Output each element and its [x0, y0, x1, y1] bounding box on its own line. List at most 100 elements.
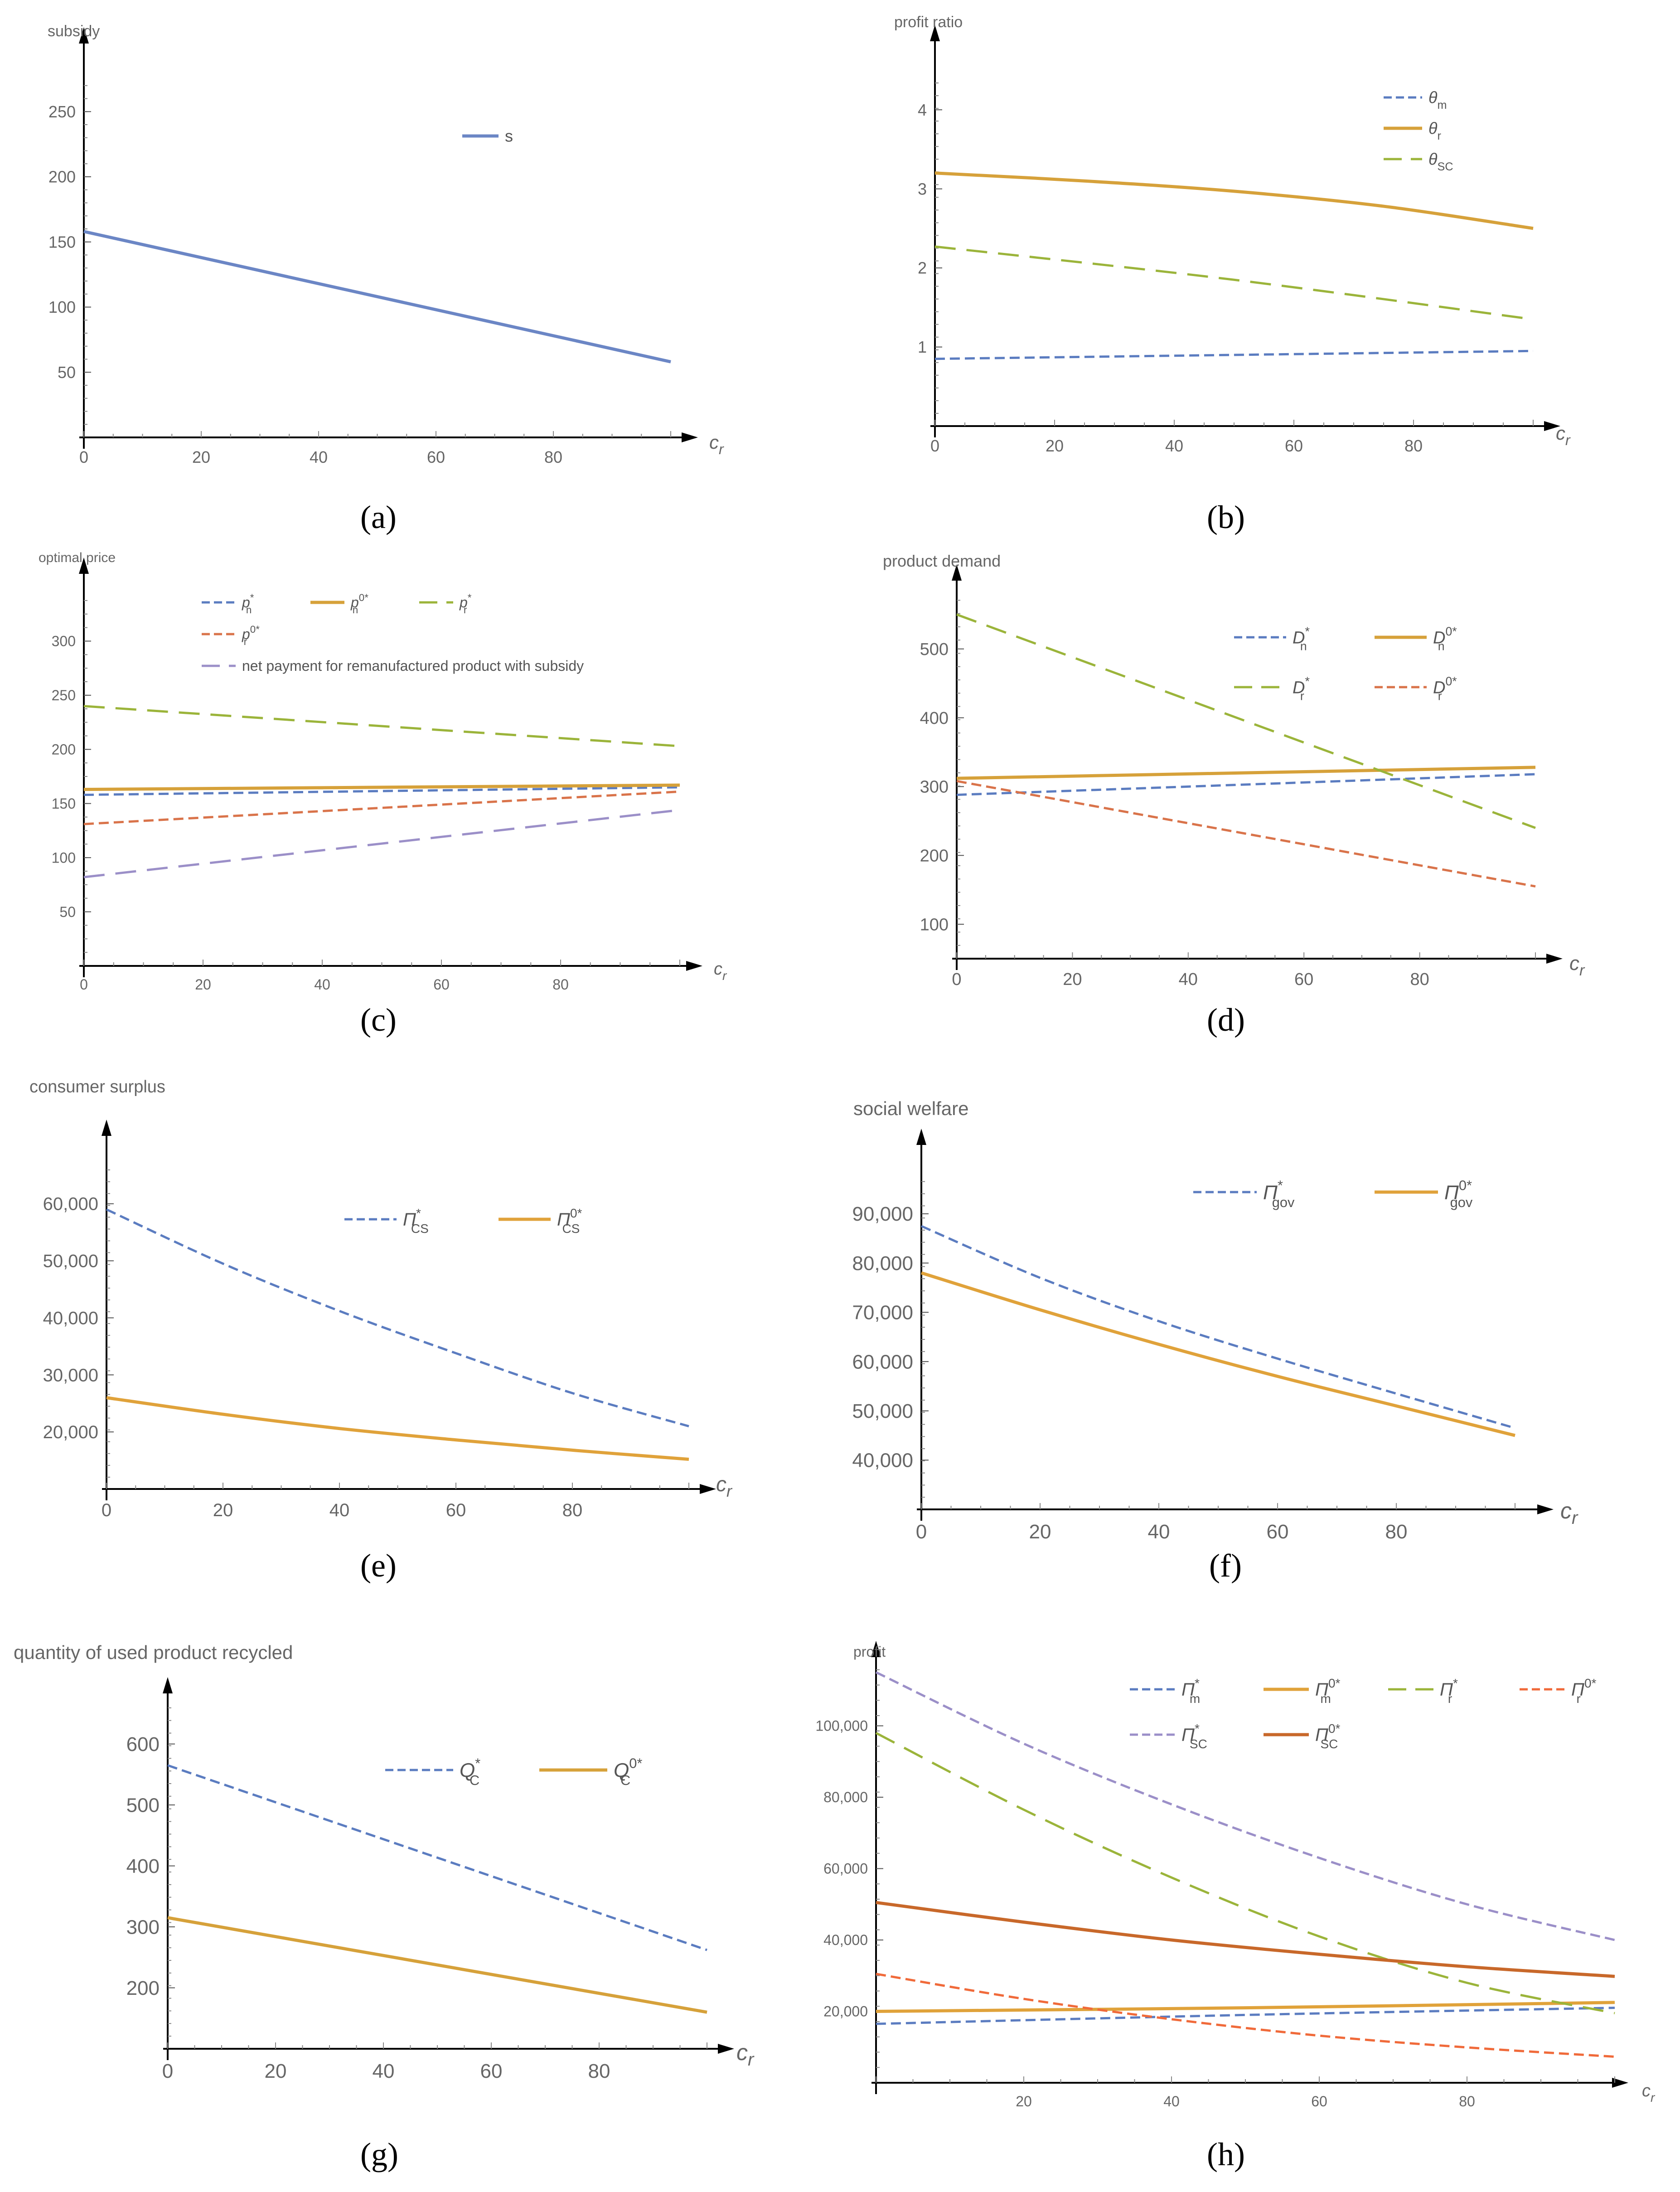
x-axis-arrow-d — [1546, 954, 1563, 964]
legend-label-cs: Π* CS — [403, 1206, 429, 1236]
series-line-qc0 — [167, 1916, 707, 2014]
y-tick-label: 4 — [918, 101, 927, 119]
legend-label-qc0: Q0* C — [614, 1756, 642, 1788]
y-tick-label: 400 — [920, 709, 949, 728]
x-tick-label: 0 — [80, 976, 88, 993]
x-tick-label: 20 — [192, 448, 210, 466]
y-axis-title-d: product demand — [883, 552, 1001, 570]
panel-b: 1 2 3 4 0 20 40 60 80 profit ratio cr θm θr θSC (b) — [840, 0, 1680, 548]
x-tick-label: 60 — [480, 2060, 503, 2082]
series-line-cs0 — [106, 1396, 689, 1461]
x-axis-title-f: cr — [1560, 1498, 1578, 1528]
y-tick-label: 40,000 — [852, 1450, 913, 1472]
legend-label-D_r: D* r — [1293, 674, 1310, 703]
x-tick-label: 60 — [1267, 1521, 1289, 1543]
series-line-s — [83, 230, 671, 364]
legend-label-D_n: D* n — [1293, 625, 1310, 653]
x-axis-arrow-c — [686, 961, 702, 971]
y-axis-arrow-b — [930, 25, 940, 41]
x-tick-label: 80 — [1385, 1521, 1408, 1543]
x-tick-label: 40 — [1163, 2093, 1180, 2110]
panel-a: 50 100 150 200 250 0 20 40 60 80 subsidy cr s (a) — [0, 0, 840, 548]
y-axis-arrow-f — [916, 1129, 926, 1145]
y-tick-label: 40,000 — [823, 1932, 868, 1948]
y-axis-title-a: subsidy — [48, 23, 100, 40]
panel-label-h: (h) — [1207, 2136, 1245, 2173]
chart-h: 20,000 40,000 60,000 80,000 100,000 20 40 60 80 p… — [815, 1641, 1656, 2110]
series-line-pr0 — [876, 1973, 1615, 2058]
chart-c: 50 100 150 200 250 300 0 20 40 60 80 optimal price c… — [39, 550, 727, 993]
y-tick-label: 100 — [920, 915, 949, 934]
x-tick-label: 0 — [162, 2060, 173, 2082]
panel-label-e: (e) — [360, 1547, 397, 1584]
y-axis-arrow-a — [79, 27, 89, 44]
y-tick-label: 50 — [59, 904, 76, 920]
y-tick-label: 60,000 — [823, 1861, 868, 1877]
y-tick-label: 200 — [126, 1977, 160, 1999]
axes-d: 100 200 300 400 500 0 20 40 60 80 — [920, 564, 1563, 989]
x-tick-label: 40 — [1148, 1521, 1170, 1543]
series-line-theta_m — [934, 349, 1534, 360]
axes-f: 40,000 50,000 60,000 70,000 80,000 90,000 0 20 4… — [852, 1129, 1554, 1543]
y-tick-label: 300 — [126, 1916, 160, 1938]
axes-e: 20,000 30,000 40,000 50,000 60,000 0 20 40 60 80 — [43, 1120, 716, 1520]
legend-label-p_r: p* r — [459, 592, 472, 616]
x-tick-label: 80 — [552, 976, 569, 993]
panel-h: 20,000 40,000 60,000 80,000 100,000 20 40 60 80 p… — [815, 1641, 1680, 2192]
series-line-psc0 — [876, 1901, 1615, 1978]
axes-a: 50 100 150 200 250 0 20 40 60 80 — [48, 27, 698, 466]
panel-f: 40,000 50,000 60,000 70,000 80,000 90,000 0 20 4… — [840, 1096, 1680, 1644]
x-axis-title-b: cr — [1556, 422, 1571, 448]
y-tick-label: 60,000 — [852, 1351, 913, 1373]
legend-a: s — [462, 127, 513, 145]
series-group-c — [83, 705, 680, 878]
x-axis-title-g: cr — [736, 2040, 755, 2070]
series-line-theta_r — [934, 171, 1534, 230]
panel-label-g: (g) — [360, 2136, 398, 2173]
panel-label-c: (c) — [360, 1002, 397, 1038]
y-tick-label: 80,000 — [823, 1789, 868, 1805]
legend-e: Π* CS Π0* CS — [344, 1206, 582, 1236]
x-tick-label: 40 — [310, 448, 328, 466]
x-tick-label: 20 — [265, 2060, 287, 2082]
y-tick-label: 1 — [918, 338, 927, 356]
legend-b: θm θr θSC — [1384, 88, 1453, 173]
x-tick-label: 20 — [213, 1500, 233, 1520]
y-tick-label: 50,000 — [43, 1251, 98, 1271]
x-tick-label: 20 — [1029, 1521, 1051, 1543]
y-tick-label: 600 — [126, 1733, 160, 1756]
series-group-f — [920, 1225, 1515, 1437]
panel-e: 20,000 30,000 40,000 50,000 60,000 0 20 40 60 80 c… — [0, 1077, 840, 1644]
y-tick-label: 100 — [52, 849, 76, 866]
y-tick-label: 300 — [920, 778, 949, 797]
axes-g: 200 300 400 500 600 0 20 40 60 80 — [126, 1677, 734, 2082]
y-tick-label: 90,000 — [852, 1203, 913, 1225]
legend-label-gov0: Π0* gov — [1444, 1178, 1473, 1210]
x-axis-arrow-a — [682, 432, 698, 442]
axes-c: 50 100 150 200 250 300 0 20 40 60 80 — [52, 558, 702, 993]
y-tick-label: 3 — [918, 179, 927, 198]
chart-d: 100 200 300 400 500 0 20 40 60 80 product demand cr… — [883, 552, 1585, 989]
legend-d: D* n D0* n D* r D0* r — [1234, 625, 1457, 703]
x-axis-title-d: cr — [1569, 952, 1585, 979]
series-line-pm — [876, 2007, 1615, 2025]
x-axis-title-c: cr — [714, 960, 727, 983]
legend-label-theta_r: θr — [1428, 119, 1441, 143]
y-axis-title-h: profit — [853, 1644, 886, 1660]
y-tick-label: 2 — [918, 259, 927, 277]
panel-c: 50 100 150 200 250 300 0 20 40 60 80 optimal price c… — [0, 548, 840, 1096]
legend-label-net: net payment for remanufactured product w… — [242, 658, 584, 674]
y-tick-label: 70,000 — [852, 1302, 913, 1324]
y-axis-arrow-d — [952, 564, 962, 581]
x-tick-label: 40 — [314, 976, 330, 993]
chart-a: 50 100 150 200 250 0 20 40 60 80 subsidy cr s — [48, 23, 724, 466]
y-tick-label: 40,000 — [43, 1308, 98, 1328]
x-tick-label: 80 — [544, 448, 562, 466]
legend-label-pr0: Π0* r — [1571, 1676, 1597, 1706]
x-tick-label: 80 — [588, 2060, 610, 2082]
series-line-D_n — [956, 773, 1536, 796]
legend-label-pm: Π* m — [1181, 1676, 1200, 1706]
legend-label-s: s — [505, 127, 513, 145]
